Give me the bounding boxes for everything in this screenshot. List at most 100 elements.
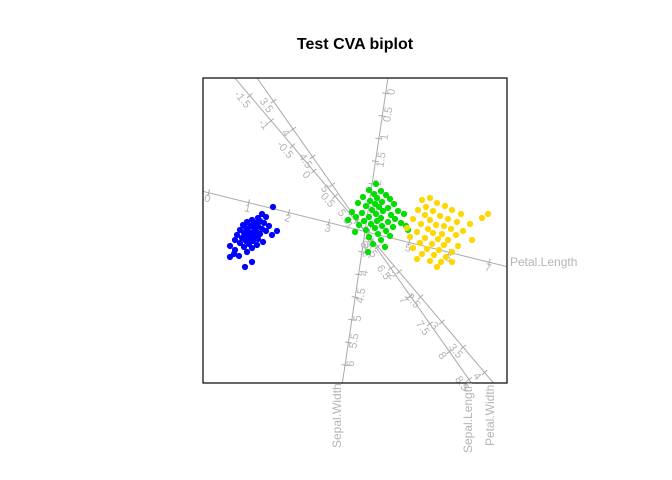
data-point [382, 191, 390, 199]
data-point [438, 230, 446, 238]
group-3-yellow [403, 194, 492, 271]
tick-label-sepal-width: 1.5 [374, 151, 388, 168]
data-point [429, 207, 437, 215]
data-point [435, 246, 443, 254]
data-point [453, 218, 461, 226]
data-point [344, 216, 352, 224]
tick-label-sepal-width: 0 [385, 88, 398, 96]
tick-label-sepal-width: 0.5 [381, 106, 395, 123]
data-point [354, 199, 362, 207]
data-point [269, 203, 277, 211]
data-point [437, 258, 445, 266]
data-point [440, 222, 448, 230]
data-point [373, 217, 381, 225]
tick-mark-petal-width [268, 118, 275, 124]
data-point [424, 225, 432, 233]
tick-mark-sepal-width [382, 92, 390, 95]
tick-mark-sepal-length [446, 349, 453, 355]
data-point [447, 225, 455, 233]
data-point [416, 239, 424, 247]
data-point [372, 180, 380, 188]
tick-label-sepal-width: 5 [351, 314, 364, 322]
tick-label-sepal-length: 3.5 [257, 96, 276, 115]
data-point [243, 248, 251, 256]
tick-mark-sepal-width [378, 114, 386, 118]
data-point [360, 217, 368, 225]
data-point [253, 241, 261, 249]
data-point [423, 245, 431, 253]
tick-mark-petal-length [487, 258, 491, 266]
data-point [384, 204, 392, 212]
tick-mark-petal-width [396, 269, 403, 275]
data-point [368, 206, 376, 214]
tick-label-sepal-width: 1 [379, 133, 392, 141]
data-point [367, 220, 375, 228]
data-point [444, 236, 452, 244]
tick-label-petal-width: -0.5 [274, 139, 295, 161]
data-point [406, 233, 414, 241]
data-point [418, 250, 426, 258]
data-point [377, 236, 385, 244]
data-point [400, 210, 408, 218]
axis-line-petal-width [234, 78, 495, 383]
data-point [241, 263, 249, 271]
tick-mark-sepal-width [351, 296, 359, 299]
data-point [413, 255, 421, 263]
tick-mark-petal-width [438, 319, 445, 325]
data-point [414, 206, 422, 214]
tick-label-sepal-length: 7 [396, 294, 409, 306]
data-point [397, 219, 405, 227]
tick-mark-sepal-width [348, 318, 356, 321]
data-point [387, 211, 395, 219]
data-point [248, 244, 256, 252]
data-point [421, 211, 429, 219]
data-point [260, 219, 268, 227]
data-point [365, 186, 373, 194]
tick-mark-sepal-width [355, 273, 363, 276]
data-point [268, 231, 276, 239]
data-point [226, 253, 234, 261]
tick-mark-petal-width [417, 294, 424, 300]
data-point [254, 235, 262, 243]
tick-label-petal-width: 4 [470, 370, 483, 382]
data-point [262, 213, 270, 221]
data-point [440, 241, 448, 249]
tick-label-sepal-length: 8 [435, 350, 448, 362]
axis-line-petal-length [203, 190, 507, 268]
data-point [366, 197, 374, 205]
tick-mark-sepal-length [426, 321, 434, 327]
data-point [457, 210, 465, 218]
tick-mark-petal-width [246, 92, 253, 99]
tick-mark-petal-length [207, 189, 210, 197]
data-point [459, 227, 467, 235]
data-point [426, 216, 434, 224]
data-point [373, 194, 381, 202]
data-point [422, 203, 430, 211]
data-point [378, 222, 386, 230]
data-point [379, 207, 387, 215]
data-point [428, 240, 436, 248]
data-point [417, 220, 425, 228]
data-point [372, 210, 380, 218]
data-point [226, 242, 234, 250]
data-point [432, 221, 440, 229]
tick-label-sepal-length: 5 [318, 183, 331, 195]
scatter-points-layer [226, 180, 492, 271]
data-point [371, 224, 379, 232]
tick-label-petal-width: -1 [256, 117, 271, 132]
data-point [426, 194, 434, 202]
data-point [240, 243, 248, 251]
data-point [362, 202, 370, 210]
data-point [365, 233, 373, 241]
tick-label-petal-width: -1.5 [231, 89, 252, 111]
data-point [478, 214, 486, 222]
data-point [365, 213, 373, 221]
tick-mark-petal-width [332, 193, 339, 199]
tick-mark-petal-width [310, 168, 317, 174]
data-point [452, 231, 460, 239]
data-point [466, 220, 474, 228]
axis-names-layer: Petal.Length Sepal.Width Sepal.Length Petal… [330, 255, 577, 453]
tick-mark-petal-length [407, 238, 411, 246]
